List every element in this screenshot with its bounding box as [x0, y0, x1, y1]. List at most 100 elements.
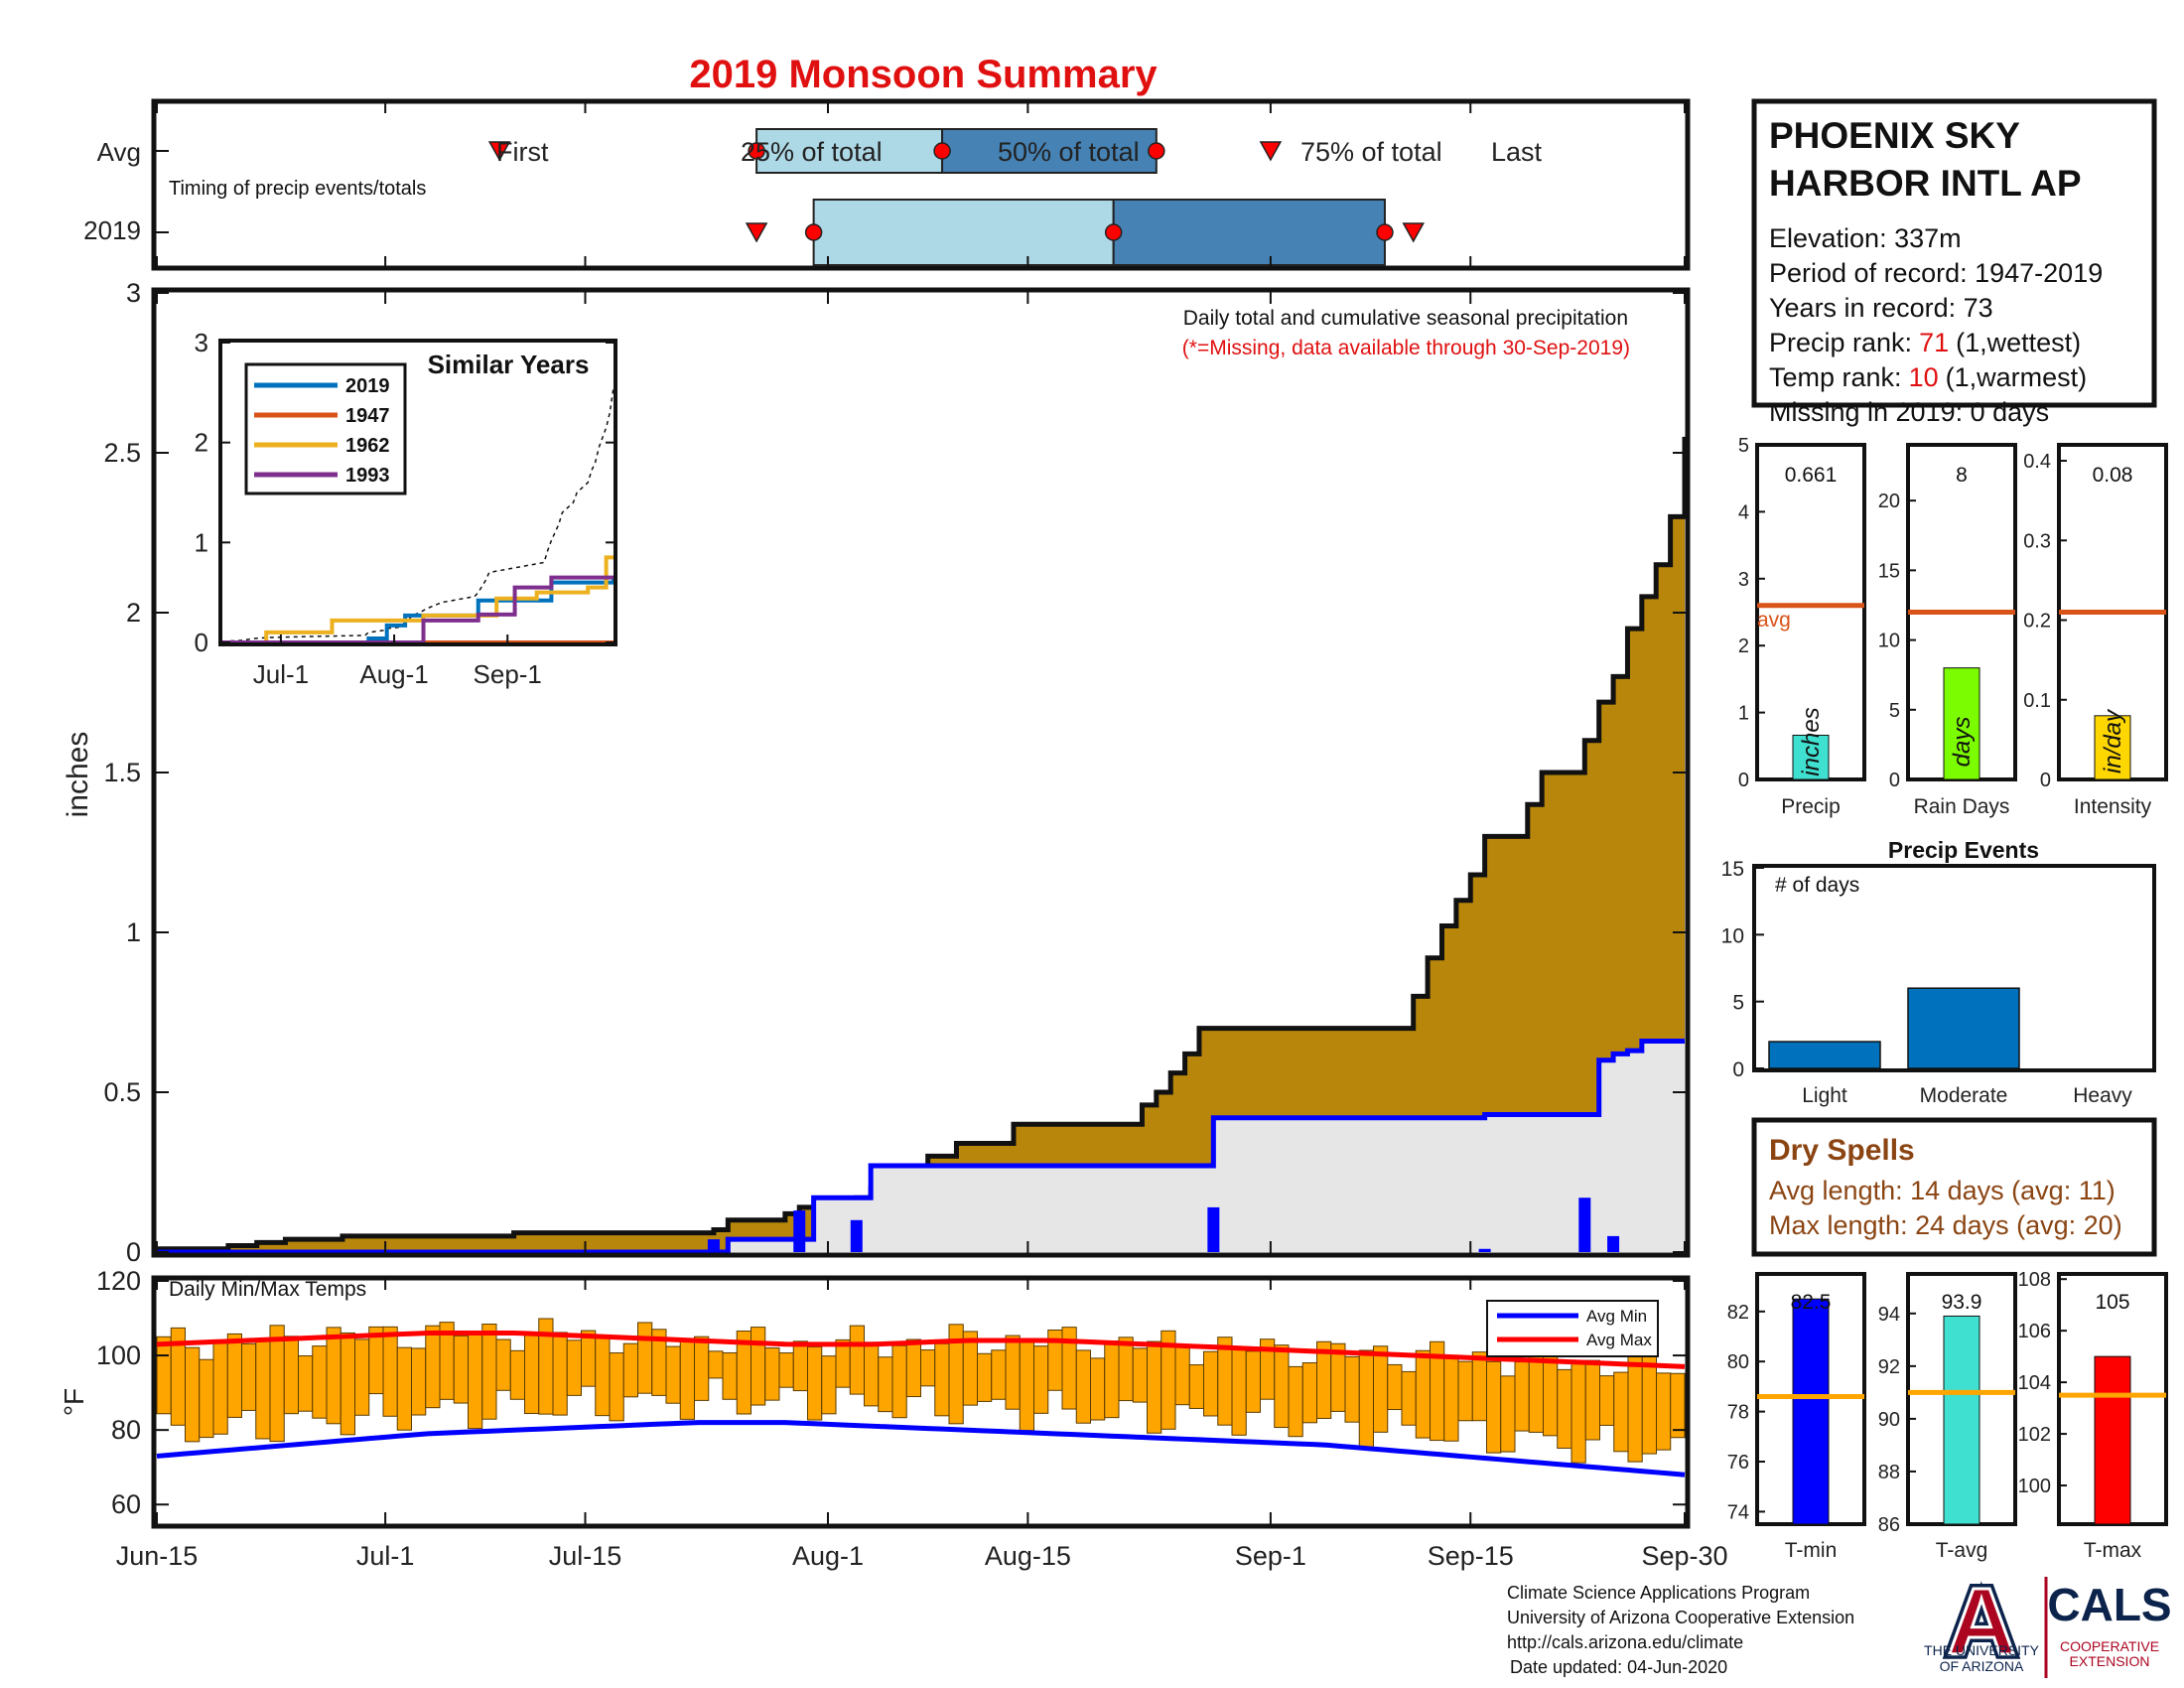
daily-temp-bar	[1415, 1349, 1431, 1439]
daily-temp-bar	[468, 1332, 483, 1430]
daily-precip-bar	[1607, 1235, 1620, 1252]
daily-temp-bar	[905, 1338, 921, 1398]
summary-y-tick-label: 0.4	[2023, 451, 2051, 473]
main-y-tick-label: 2.5	[103, 438, 141, 468]
y2019-p75-marker	[1376, 223, 1394, 241]
daily-temp-bar	[1301, 1362, 1317, 1424]
daily-temp-bar	[934, 1342, 950, 1417]
inset-legend-label-1993: 1993	[345, 465, 390, 487]
station-years: Years in record: 73	[1769, 293, 1993, 323]
daily-temp-bar	[1174, 1346, 1190, 1406]
temp-rank-suffix: (1,warmest)	[1946, 362, 2088, 392]
summary-y-tick-label: 20	[1878, 491, 1900, 512]
daily-temp-bar	[1132, 1347, 1148, 1403]
date-x-tick-label: Jul-1	[356, 1541, 415, 1571]
daily-temp-bar	[835, 1338, 851, 1388]
date-x-tick-label: Aug-15	[985, 1541, 1071, 1571]
inset-legend-label-2019: 2019	[345, 375, 390, 397]
summary-bar-rain-days	[1943, 667, 1980, 780]
daily-temp-bar	[326, 1327, 341, 1425]
events-category-moderate: Moderate	[1920, 1084, 2008, 1107]
daily-temp-bar	[1486, 1360, 1502, 1454]
daily-temp-bar	[764, 1347, 780, 1401]
temp-summary-category-0: T-min	[1785, 1539, 1838, 1562]
temp-summary-value-0: 82.5	[1791, 1291, 1832, 1314]
main-y-tick-label: 0	[126, 1237, 141, 1267]
daily-temp-bar	[241, 1342, 257, 1411]
inset-legend-label-1962: 1962	[345, 435, 390, 457]
timing-marks	[154, 101, 1686, 268]
summary-y-tick-label: 0.1	[2023, 690, 2051, 712]
summary-category-2: Intensity	[2074, 795, 2152, 818]
daily-temp-bar	[1599, 1375, 1615, 1426]
daily-temp-bar	[1104, 1340, 1120, 1419]
daily-temp-bar	[751, 1327, 766, 1406]
summary-y-tick-label: 1	[1738, 703, 1749, 725]
daily-temp-bar	[581, 1330, 597, 1387]
daily-temp-bar	[595, 1336, 611, 1417]
daily-temp-bar	[1584, 1359, 1600, 1441]
daily-temp-bar	[1344, 1355, 1360, 1423]
date-x-axis: Jun-15 Jul-1 Jul-15 Aug-1 Aug-15 Sep-1 Sep-15 S…	[116, 1278, 1728, 1571]
timing-p75-label: 75% of total	[1300, 137, 1442, 167]
daily-precip-bar	[850, 1219, 863, 1252]
temp-summary-y-tick-label: 108	[2018, 1269, 2051, 1291]
footer-credits: Climate Science Applications Program Uni…	[1507, 1583, 1854, 1677]
daily-temp-bar	[1019, 1340, 1034, 1432]
temp-plot-area	[156, 1318, 1686, 1477]
summary-y-tick-label: 0.3	[2023, 530, 2051, 552]
daily-temp-bar	[1471, 1351, 1487, 1422]
temp-summary-y-tick-label: 94	[1878, 1304, 1900, 1326]
temp-summary-y-tick-label: 74	[1727, 1501, 1749, 1523]
daily-temp-bar	[977, 1352, 993, 1402]
avg-p50-marker	[933, 142, 951, 160]
temp-summary-bar-t-max	[2094, 1355, 2131, 1525]
inset-frame	[218, 339, 617, 646]
legend-avg-max-label: Avg Max	[1586, 1331, 1652, 1349]
main-plot-area	[154, 436, 1688, 1255]
daily-temp-bar	[185, 1346, 201, 1443]
daily-temp-bar	[1147, 1340, 1162, 1434]
y2019-last-marker	[1402, 222, 1425, 243]
temp-summary-y-tick-label: 90	[1878, 1409, 1900, 1431]
main-y-axis: 0 0.5 1 1.5 2 2.5 3	[103, 278, 1688, 1267]
daily-temp-bar	[821, 1355, 837, 1415]
precip-rank-value: 71	[1919, 328, 1949, 357]
dry-spells-avg-length: Avg length: 14 days (avg: 11)	[1769, 1176, 2116, 1205]
daily-temp-bar	[1188, 1364, 1204, 1409]
daily-temp-bar	[1457, 1360, 1473, 1422]
temperature-chart: Daily Min/Max Temps 60 80 100 120 °F Avg Mi…	[59, 1266, 1728, 1571]
station-elevation: Elevation: 337m	[1769, 223, 1962, 253]
summary-unit-1: days	[1949, 717, 1976, 768]
inset-legend: 2019 1947 1962 1993	[244, 362, 407, 495]
daily-temp-bar	[920, 1349, 936, 1387]
avg-box-second-half	[941, 128, 1158, 174]
timing-subtitle: Timing of precip events/totals	[169, 178, 426, 200]
temp-y-axis: 60 80 100 120	[96, 1266, 1688, 1519]
inset-y-tick-label: 1	[195, 527, 208, 557]
daily-temp-bar	[1387, 1363, 1403, 1411]
daily-temp-bar	[991, 1349, 1007, 1400]
timing-frame	[151, 98, 1691, 271]
precip-events-chart: Precip Events Light Moderate Heavy 0 5 10 15 #…	[1721, 837, 2156, 1107]
temp-summary-y-tick-label: 106	[2018, 1321, 2051, 1342]
daily-temp-bar	[156, 1336, 172, 1415]
station-period: Period of record: 1947-2019	[1769, 258, 2103, 288]
temp-summary-value-1: 93.9	[1942, 1291, 1982, 1314]
daily-temp-bar	[495, 1338, 511, 1391]
main-annotation: Daily total and cumulative seasonal prec…	[1183, 307, 1628, 330]
cals-logo-text: CALS	[2047, 1579, 2171, 1630]
temp-summary-y-tick-label: 78	[1727, 1402, 1749, 1424]
events-category-heavy: Heavy	[2073, 1084, 2132, 1107]
daily-temp-bar	[1217, 1336, 1233, 1426]
daily-temp-bar	[340, 1332, 355, 1436]
temp-summary-value-2: 105	[2095, 1291, 2129, 1314]
inset-title: Similar Years	[428, 350, 590, 379]
y2019-p25-marker	[804, 223, 823, 241]
temp-summary-y-tick-label: 104	[2018, 1372, 2051, 1394]
summary-y-tick-label: 10	[1878, 631, 1900, 652]
summary-y-tick-label: 2	[1738, 635, 1749, 657]
date-x-tick-label: Sep-15	[1428, 1541, 1514, 1571]
avg-min-line	[156, 1420, 1686, 1477]
